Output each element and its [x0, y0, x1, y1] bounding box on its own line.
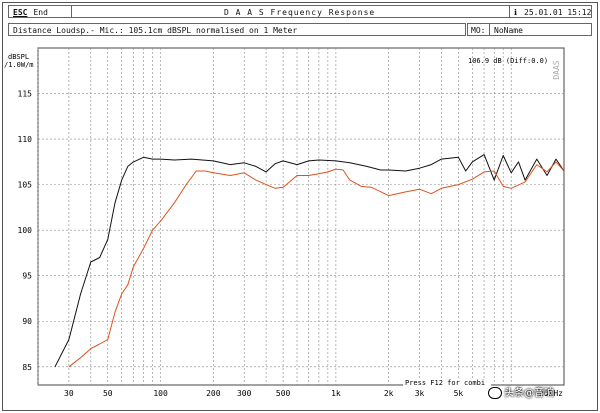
x-tick-label: 50	[103, 389, 113, 398]
y-tick-label: 105	[18, 181, 33, 190]
y-axis-label: dBSPL	[8, 53, 29, 61]
measurement-description: Distance Loudsp.- Mic.: 105.1cm dBSPL no…	[13, 26, 298, 35]
watermark-text: 头条@音响	[504, 388, 554, 399]
x-tick-label: 100	[153, 389, 168, 398]
separator	[71, 6, 72, 17]
x-tick-label: 200	[206, 389, 221, 398]
x-tick-label: 3k	[415, 389, 425, 398]
series-line-2	[68, 161, 565, 368]
footer-hint-box	[403, 378, 491, 387]
footer-hint: Press F12 for combi	[405, 379, 485, 387]
y-tick-label: 95	[22, 272, 32, 281]
y-tick-label: 85	[22, 363, 32, 372]
top-bar: ESC End D A A S Frequency Response ℹ 25.0…	[8, 5, 592, 18]
readout-value: 106.9 dB (Diff:0.0)	[468, 57, 548, 65]
y-tick-label: 115	[18, 90, 33, 99]
y-tick-label: 100	[18, 226, 33, 235]
separator	[509, 6, 510, 17]
y-tick-label: 90	[22, 317, 32, 326]
model-label: MO:	[471, 26, 486, 35]
y-tick-label: 110	[18, 135, 33, 144]
x-tick-label: 2k	[384, 389, 394, 398]
info-icon: ℹ	[514, 8, 518, 17]
plot-area	[37, 47, 565, 386]
wechat-icon	[488, 387, 502, 399]
model-value: NoName	[494, 26, 523, 35]
x-tick-label: 20kHz	[539, 389, 563, 398]
y-axis-unit: /1.0W/m	[4, 61, 34, 69]
x-axis: 30 50 100 200 300 500 1k 2k 3k 5k 20kHz	[64, 389, 563, 398]
x-tick-label: 30	[64, 389, 74, 398]
model-bar: MO: NoName	[467, 23, 592, 36]
end-button[interactable]: ESC End	[13, 6, 48, 17]
separator	[489, 24, 490, 35]
watermark-badge: 头条@音响	[488, 384, 600, 400]
info-bar: Distance Loudsp.- Mic.: 105.1cm dBSPL no…	[8, 23, 466, 36]
datetime: 25.01.01 15:12	[524, 8, 592, 17]
end-label: End	[33, 8, 48, 17]
window-title: D A A S Frequency Response	[224, 8, 376, 17]
x-tick-label: 300	[237, 389, 252, 398]
series-line-1	[54, 154, 565, 368]
x-tick-label: 500	[276, 389, 291, 398]
series-group	[54, 154, 565, 368]
x-tick-label: 1k	[331, 389, 341, 398]
esc-key: ESC	[13, 8, 28, 17]
grid	[37, 48, 564, 385]
daas-watermark: DAAS	[552, 60, 561, 79]
x-tick-label: 5k	[454, 389, 464, 398]
y-axis: 85 90 95 100 105 110 115	[18, 90, 33, 372]
